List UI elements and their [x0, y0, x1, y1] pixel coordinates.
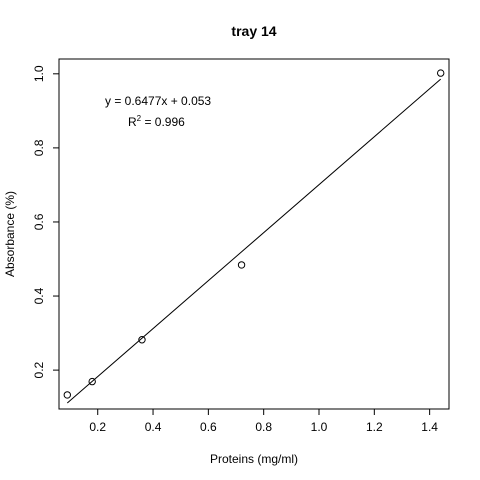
- data-point: [438, 70, 444, 76]
- data-points: [64, 70, 444, 398]
- x-tick-label: 1.4: [421, 420, 438, 434]
- x-tick-label: 1.0: [311, 420, 328, 434]
- plot-frame: [59, 59, 449, 409]
- data-point: [64, 392, 70, 398]
- y-tick-label: 0.4: [32, 287, 46, 304]
- y-tick-label: 0.6: [32, 213, 46, 230]
- data-point: [238, 262, 244, 268]
- regression-line: [67, 79, 440, 403]
- x-tick-label: 0.2: [89, 420, 106, 434]
- r-squared-value: = 0.996: [141, 115, 185, 129]
- regression-equation: y = 0.6477x + 0.053: [105, 94, 211, 108]
- chart-title: tray 14: [231, 23, 276, 39]
- y-tick-label: 0.2: [32, 361, 46, 378]
- x-axis-label: Proteins (mg/ml): [210, 452, 298, 466]
- x-axis: 0.2 0.4 0.6 0.8 1.0 1.2 1.4: [89, 409, 438, 434]
- x-tick-label: 1.2: [366, 420, 383, 434]
- y-tick-label: 1.0: [32, 65, 46, 82]
- y-tick-label: 0.8: [32, 139, 46, 156]
- r-squared-symbol: R: [128, 115, 137, 129]
- x-tick-label: 0.6: [200, 420, 217, 434]
- y-axis-label: Absorbance (%): [3, 191, 17, 277]
- x-tick-label: 0.8: [255, 420, 272, 434]
- y-axis: 0.2 0.4 0.6 0.8 1.0: [32, 65, 59, 378]
- x-tick-label: 0.4: [145, 420, 162, 434]
- r-squared-label: R2 = 0.996: [128, 114, 185, 129]
